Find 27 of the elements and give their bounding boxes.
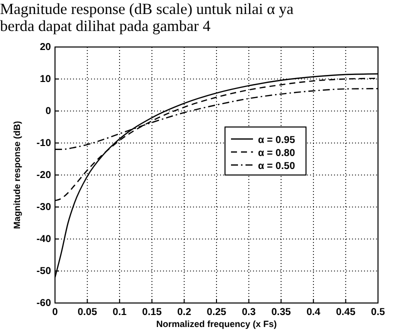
x-tick-label: 0.15 (142, 307, 162, 318)
y-tick-label: 10 (40, 74, 52, 86)
x-tick-label: 0.45 (336, 307, 356, 318)
text: Magnitude response (dB scale) untuk nilai α ya (0, 1, 294, 18)
x-tick-label: 0.4 (306, 307, 321, 318)
y-tick-label: -50 (36, 266, 52, 278)
x-tick-label: 0.25 (206, 307, 227, 318)
y-tick-label: -60 (36, 298, 52, 310)
x-tick-label: 0.5 (371, 307, 386, 318)
x-tick-label: 0.3 (242, 307, 256, 318)
y-tick-label: 20 (40, 42, 52, 54)
x-tick-label: 0.35 (271, 307, 292, 318)
x-tick-label: 0.1 (112, 307, 127, 318)
y-tick-label: 0 (45, 106, 52, 118)
legend-label: α = 0.50 (258, 161, 296, 172)
y-tick-label: -40 (36, 234, 52, 246)
y-tick-label: -10 (36, 138, 52, 150)
legend-label: α = 0.80 (258, 148, 296, 159)
x-tick-label: 0.2 (177, 307, 192, 318)
y-tick-label: -20 (36, 170, 52, 182)
x-axis-title: Normalized frequency (x Fs) (156, 319, 277, 329)
x-tick-label: 0.05 (78, 307, 98, 318)
text: berda dapat dilihat pada gambar 4 (0, 18, 211, 35)
y-axis-title: Magnitude response (dB) (12, 120, 22, 230)
x-tick-label: 0 (52, 307, 58, 318)
y-tick-label: -30 (36, 202, 52, 214)
legend-label: α = 0.95 (258, 135, 296, 146)
